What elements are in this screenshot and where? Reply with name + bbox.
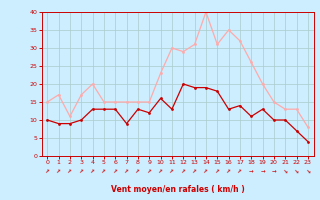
Text: →: →	[225, 167, 232, 174]
Text: →: →	[191, 167, 198, 174]
Text: →: →	[249, 168, 253, 173]
Text: →: →	[282, 167, 289, 174]
Text: →: →	[112, 167, 119, 174]
Text: →: →	[55, 167, 62, 174]
Text: →: →	[203, 167, 209, 174]
Text: →: →	[89, 167, 96, 174]
Text: →: →	[44, 167, 51, 174]
Text: →: →	[146, 167, 153, 174]
Text: →: →	[305, 167, 311, 174]
Text: →: →	[134, 167, 141, 174]
Text: →: →	[78, 167, 85, 174]
Text: →: →	[123, 167, 130, 174]
Text: →: →	[157, 167, 164, 174]
Text: →: →	[272, 168, 276, 173]
Text: →: →	[260, 168, 265, 173]
Text: →: →	[293, 167, 300, 174]
Text: →: →	[67, 167, 73, 174]
X-axis label: Vent moyen/en rafales ( km/h ): Vent moyen/en rafales ( km/h )	[111, 185, 244, 194]
Text: →: →	[236, 167, 243, 174]
Text: →: →	[100, 167, 107, 174]
Text: →: →	[214, 167, 221, 174]
Text: →: →	[180, 167, 187, 174]
Text: →: →	[169, 167, 175, 174]
